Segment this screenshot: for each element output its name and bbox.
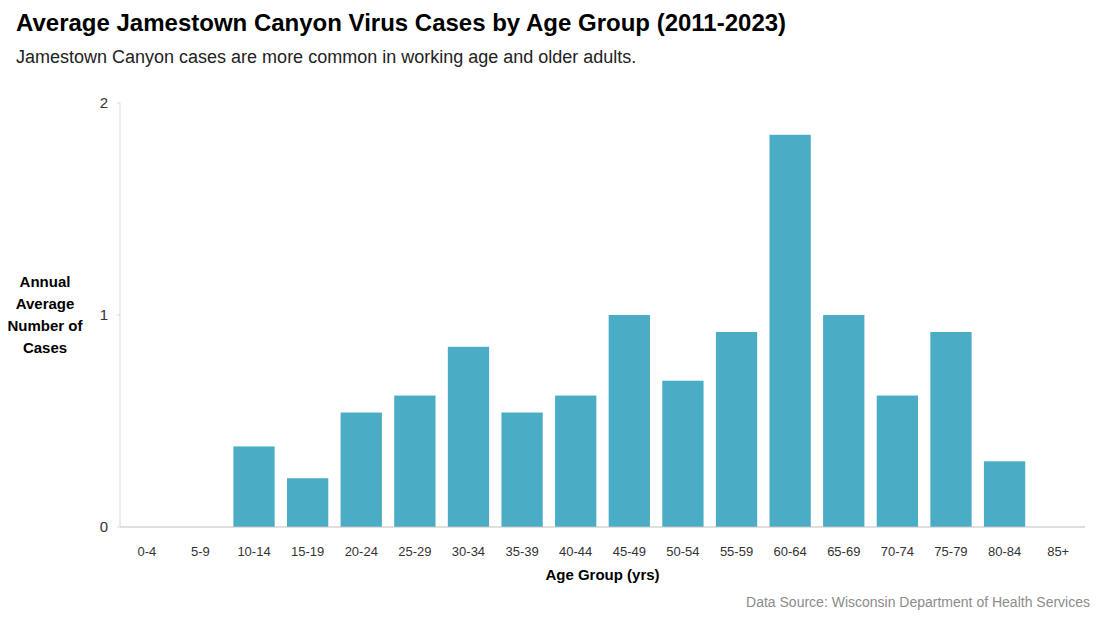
y-tick-label: 2 [100, 94, 108, 111]
source-note: Data Source: Wisconsin Department of Hea… [746, 594, 1090, 610]
y-axis-title: AnnualAverageNumber ofCases [8, 273, 84, 356]
x-tick-label: 85+ [1047, 544, 1069, 559]
bar [823, 315, 864, 527]
x-tick-label: 20-24 [345, 544, 378, 559]
x-tick-label: 80-84 [988, 544, 1021, 559]
y-tick-label: 0 [100, 518, 108, 535]
x-tick-label: 70-74 [881, 544, 914, 559]
x-tick-label: 45-49 [613, 544, 646, 559]
x-axis-title: Age Group (yrs) [545, 566, 659, 583]
x-tick-label: 40-44 [559, 544, 592, 559]
x-tick-label: 60-64 [774, 544, 807, 559]
chart-container: Average Jamestown Canyon Virus Cases by … [0, 0, 1100, 619]
y-tick-label: 1 [100, 306, 108, 323]
x-tick-label: 15-19 [291, 544, 324, 559]
bars [233, 135, 1025, 527]
subtitle: Jamestown Canyon cases are more common i… [16, 47, 636, 67]
bar [341, 413, 382, 527]
x-tick-label: 25-29 [398, 544, 431, 559]
bar [555, 396, 596, 527]
bar [984, 461, 1025, 527]
bar [394, 396, 435, 527]
x-tick-label: 5-9 [191, 544, 210, 559]
x-tick-label: 30-34 [452, 544, 485, 559]
x-tick-label: 50-54 [666, 544, 699, 559]
x-tick-label: 75-79 [934, 544, 967, 559]
x-tick-label: 65-69 [827, 544, 860, 559]
x-axis-line [120, 527, 1085, 528]
chart-svg: Average Jamestown Canyon Virus Cases by … [0, 0, 1100, 619]
bar [930, 332, 971, 527]
x-tick-label: 55-59 [720, 544, 753, 559]
y-tick [117, 103, 120, 104]
y-tick [117, 527, 120, 528]
x-tick-label: 0-4 [137, 544, 156, 559]
bar [609, 315, 650, 527]
y-tick [117, 315, 120, 316]
bar [501, 413, 542, 527]
title: Average Jamestown Canyon Virus Cases by … [16, 9, 786, 36]
x-tick-label: 10-14 [237, 544, 270, 559]
x-tick-label: 35-39 [505, 544, 538, 559]
bar [769, 135, 810, 527]
bar [287, 478, 328, 527]
bar [877, 396, 918, 527]
bar [662, 381, 703, 527]
bar [233, 446, 274, 527]
bar [716, 332, 757, 527]
bar [448, 347, 489, 527]
